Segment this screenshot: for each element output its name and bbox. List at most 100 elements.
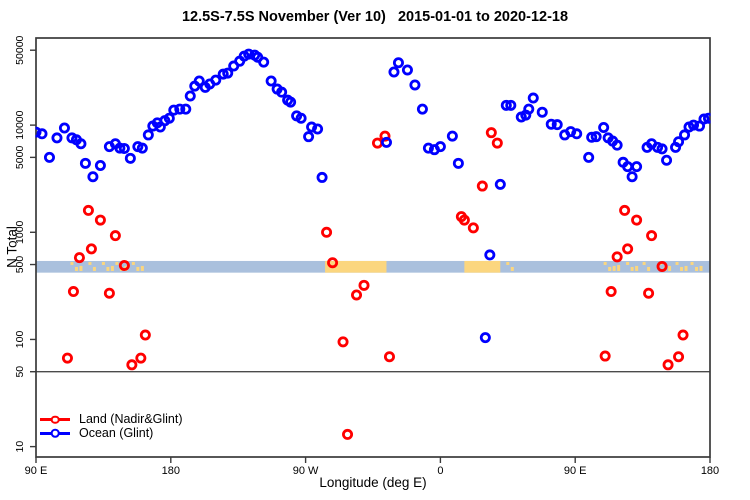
ocean-data-point: [583, 151, 595, 163]
x-tick-label: 180: [162, 465, 180, 477]
ocean-data-point: [174, 103, 186, 115]
x-tick-label: 90 W: [293, 465, 319, 477]
ocean-data-point: [401, 64, 413, 76]
ocean-data-point: [626, 171, 638, 183]
ocean-data-point: [598, 122, 610, 134]
ocean-data-point: [586, 131, 598, 143]
land-speckle: [74, 266, 78, 271]
land-data-point: [85, 243, 97, 255]
ocean-data-point: [703, 112, 711, 124]
ocean-data-point: [622, 161, 634, 173]
ocean-series-marker-icon: [40, 427, 70, 439]
land-data-point: [109, 230, 121, 242]
land-speckle: [115, 261, 119, 265]
ocean-data-point: [285, 96, 297, 108]
land-data-point: [662, 359, 674, 371]
ocean-data-point: [422, 142, 434, 154]
points-layer: [35, 48, 711, 440]
ocean-data-point: [312, 123, 324, 135]
land-speckle: [647, 266, 651, 271]
land-data-point: [673, 351, 685, 363]
ocean-data-point: [193, 75, 205, 87]
land-data-point: [358, 279, 370, 291]
land-speckle: [668, 265, 672, 271]
land-data-point: [61, 352, 73, 364]
ocean-data-point: [303, 131, 315, 143]
land-speckle: [635, 265, 639, 271]
land-data-point: [605, 286, 617, 298]
ocean-data-point: [276, 86, 288, 98]
land-data-point: [599, 350, 611, 362]
ocean-data-point: [94, 159, 106, 171]
y-tick-label: 500: [14, 256, 26, 274]
land-legend-ring-icon: [50, 415, 60, 425]
ocean-data-point: [505, 99, 517, 111]
ocean-data-point: [210, 74, 222, 86]
ocean-data-point: [388, 66, 400, 78]
ocean-data-point: [35, 126, 42, 138]
x-tick-label: 180: [701, 465, 719, 477]
land-data-point: [619, 204, 631, 216]
y-tick-label: 50: [14, 366, 26, 378]
land-data-point: [118, 259, 130, 271]
land-data-point: [383, 351, 395, 363]
ocean-data-point: [36, 128, 48, 140]
legend-item-land: Land (Nadir&Glint): [40, 412, 183, 427]
land-speckle: [608, 266, 612, 271]
ocean-data-point: [295, 112, 307, 124]
x-tick-label: 0: [437, 465, 443, 477]
ocean-data-point: [180, 103, 192, 115]
y-tick-label: 10000: [14, 110, 26, 139]
land-band-segment: [464, 260, 501, 273]
ocean-data-point: [479, 332, 491, 344]
ocean-data-point: [265, 75, 277, 87]
ocean-data-point: [258, 56, 270, 68]
land-speckle: [675, 261, 679, 265]
ocean-data-point: [51, 132, 63, 144]
ocean-data-point: [631, 161, 643, 173]
chart-title: 12.5S-7.5S November (Ver 10) 2015-01-01 …: [181, 9, 569, 25]
y-tick-label: 100: [14, 331, 26, 349]
y-tick-label: 5000: [14, 146, 26, 170]
land-data-point: [139, 329, 151, 341]
land-data-point: [73, 252, 85, 264]
land-speckle: [110, 265, 114, 271]
ocean-data-point: [87, 171, 99, 183]
land-speckle: [101, 261, 105, 265]
land-data-point: [337, 336, 349, 348]
ocean-data-point: [243, 48, 255, 60]
ocean-data-point: [136, 142, 148, 154]
ocean-data-point: [688, 119, 700, 131]
ocean-data-point: [494, 178, 506, 190]
ocean-data-point: [142, 129, 154, 141]
land-speckle: [510, 266, 514, 271]
ocean-data-point: [446, 130, 458, 142]
y-tick-label: 10: [14, 441, 26, 453]
ocean-data-point: [527, 92, 539, 104]
land-data-point: [371, 137, 383, 149]
land-data-point: [82, 204, 94, 216]
ocean-data-point: [523, 103, 535, 115]
land-data-point: [677, 329, 689, 341]
land-data-point: [351, 289, 363, 301]
ocean-data-point: [698, 113, 710, 125]
y-tick-label: 1000: [14, 220, 26, 244]
land-speckle: [506, 261, 510, 265]
ocean-data-point: [43, 151, 55, 163]
ocean-data-point: [168, 104, 180, 116]
ocean-data-point: [571, 128, 583, 140]
land-speckle: [92, 266, 96, 271]
land-speckle: [612, 265, 616, 271]
land-speckle: [136, 266, 140, 271]
ocean-legend-ring-icon: [50, 428, 60, 438]
land-data-point: [646, 230, 658, 242]
legend-item-ocean: Ocean (Glint): [40, 426, 183, 441]
land-data-point: [67, 286, 79, 298]
land-speckle: [630, 266, 634, 271]
land-data-point: [656, 260, 668, 272]
ocean-data-point: [484, 249, 496, 261]
land-speckle: [70, 261, 74, 265]
x-tick-label: 90 E: [25, 465, 48, 477]
ocean-data-point: [661, 154, 673, 166]
